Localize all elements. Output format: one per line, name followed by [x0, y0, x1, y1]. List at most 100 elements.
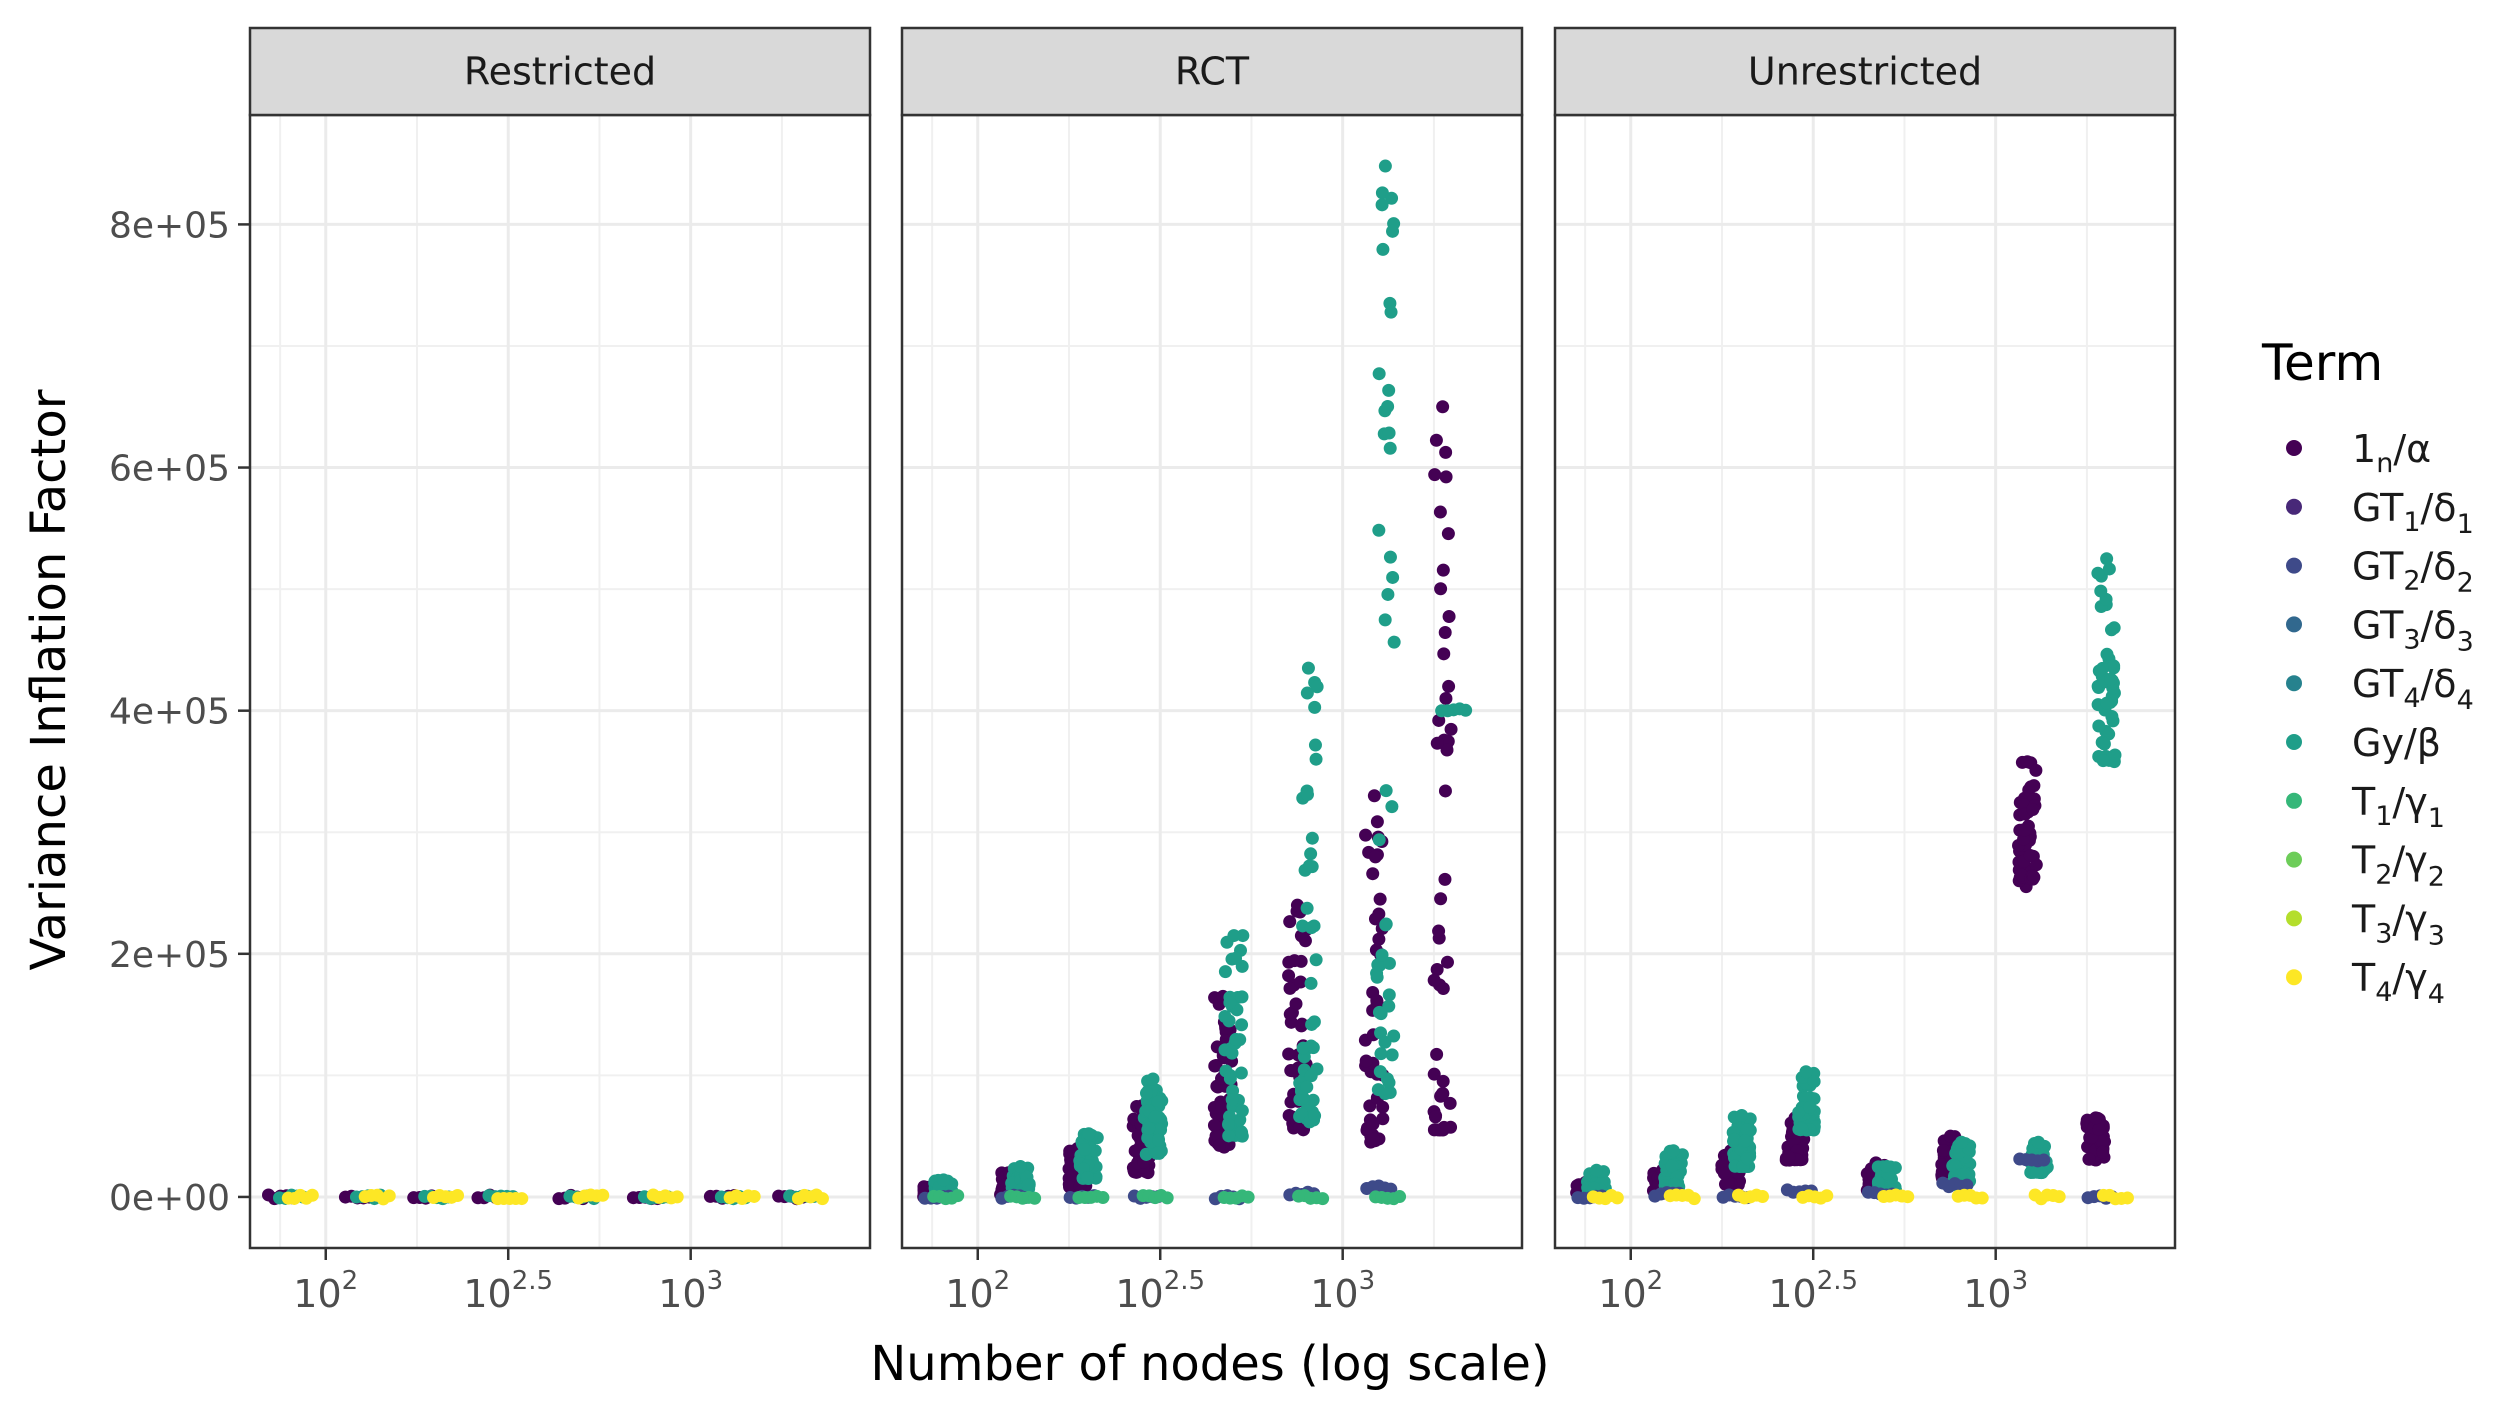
data-point — [1367, 789, 1381, 803]
data-point — [1218, 1009, 1232, 1023]
data-point — [2097, 737, 2111, 751]
data-point — [1378, 613, 1392, 627]
y-tick-label: 4e+05 — [109, 692, 230, 733]
data-point — [2120, 1191, 2134, 1205]
legend-key — [2286, 851, 2302, 868]
legend-item: GT3/δ3 — [2286, 603, 2474, 657]
data-point — [1439, 445, 1453, 459]
data-point — [1382, 1076, 1396, 1090]
data-point — [2031, 1135, 2045, 1149]
data-point — [1438, 872, 1452, 886]
legend-key — [2286, 734, 2302, 750]
data-point — [1227, 929, 1241, 943]
data-point — [1382, 426, 1396, 440]
data-point — [1301, 661, 1315, 675]
data-point — [1304, 1069, 1318, 1083]
x-axes: 102 102.5 103 102 102.5 103 102 102.5 103 — [293, 1248, 2028, 1316]
data-point — [1427, 973, 1441, 987]
data-point — [1160, 1191, 1174, 1205]
data-point — [1368, 912, 1382, 926]
y-axis: 0e+00 2e+05 4e+05 6e+05 8e+05 — [109, 205, 250, 1219]
data-point — [1295, 1107, 1309, 1121]
data-point — [1300, 901, 1314, 915]
data-point — [1438, 784, 1452, 798]
panel-background — [902, 115, 1522, 1248]
data-point — [1782, 1150, 1796, 1164]
data-point — [1735, 1108, 1749, 1122]
legend-label: T3/γ3 — [2351, 897, 2445, 951]
x-axis-title: Number of nodes (log scale) — [870, 1336, 1549, 1392]
data-point — [1372, 523, 1386, 537]
data-point — [1666, 1144, 1680, 1158]
legend-key — [2286, 910, 2302, 927]
data-point — [1063, 1180, 1077, 1194]
data-point — [1013, 1160, 1027, 1174]
data-point — [1428, 1110, 1442, 1124]
y-tick-label: 0e+00 — [109, 1178, 230, 1219]
data-point — [1385, 1048, 1399, 1062]
panel-background — [250, 115, 870, 1248]
data-point — [1386, 570, 1400, 584]
data-point — [747, 1189, 761, 1203]
data-point — [1142, 1121, 1156, 1135]
data-point — [1960, 1178, 1974, 1192]
data-point — [1282, 955, 1296, 969]
data-point — [1440, 743, 1454, 757]
data-point — [1799, 1065, 1813, 1079]
data-point — [2082, 1152, 2096, 1166]
data-points-unrestricted — [1570, 552, 2134, 1206]
data-point — [1430, 736, 1444, 750]
data-point — [815, 1192, 829, 1206]
data-point — [1366, 867, 1380, 881]
data-point — [670, 1190, 684, 1204]
data-point — [1880, 1160, 1894, 1174]
data-point — [2052, 1190, 2066, 1204]
data-point — [1379, 917, 1393, 931]
data-point — [1308, 1109, 1322, 1123]
data-point — [1386, 224, 1400, 238]
data-point — [1300, 686, 1314, 700]
data-point — [1740, 1152, 1754, 1166]
data-point — [1223, 1068, 1237, 1082]
data-point — [2023, 849, 2037, 863]
data-point — [1282, 1047, 1296, 1061]
data-point — [1300, 788, 1314, 802]
data-point — [1385, 191, 1399, 205]
data-point — [1756, 1189, 1770, 1203]
x-tick-label: 102.5 — [1768, 1266, 1858, 1316]
data-point — [1370, 994, 1384, 1008]
data-point — [951, 1189, 965, 1203]
data-point — [1372, 367, 1386, 381]
data-point — [1792, 1105, 1806, 1119]
data-point — [382, 1189, 396, 1203]
data-point — [1222, 1117, 1236, 1131]
x-tick-label: 102 — [293, 1266, 358, 1316]
data-point — [1385, 800, 1399, 814]
x-tick-label: 102.5 — [1115, 1266, 1205, 1316]
data-point — [1225, 1093, 1239, 1107]
data-point — [1229, 951, 1243, 965]
data-point — [1381, 400, 1395, 414]
data-point — [1304, 921, 1318, 935]
data-point — [1936, 1143, 1950, 1157]
data-point — [1208, 1059, 1222, 1073]
legend-label: GT2/δ2 — [2352, 545, 2474, 599]
data-point — [2026, 803, 2040, 817]
data-point — [1305, 831, 1319, 845]
x-tick-label: 103 — [1963, 1266, 2028, 1316]
data-point — [2089, 1111, 2103, 1125]
data-point — [1222, 1129, 1236, 1143]
data-point — [1459, 703, 1473, 717]
data-point — [1432, 924, 1446, 938]
data-point — [1146, 1072, 1160, 1086]
legend-item: GT2/δ2 — [2286, 545, 2474, 599]
data-point — [2096, 754, 2110, 768]
legend-label: T4/γ4 — [2351, 956, 2445, 1010]
data-point — [2104, 672, 2118, 686]
data-point — [1223, 996, 1237, 1010]
data-point — [2029, 858, 2043, 872]
data-point — [1957, 1167, 1971, 1181]
data-point — [1378, 159, 1392, 173]
x-tick-label: 103 — [658, 1266, 723, 1316]
